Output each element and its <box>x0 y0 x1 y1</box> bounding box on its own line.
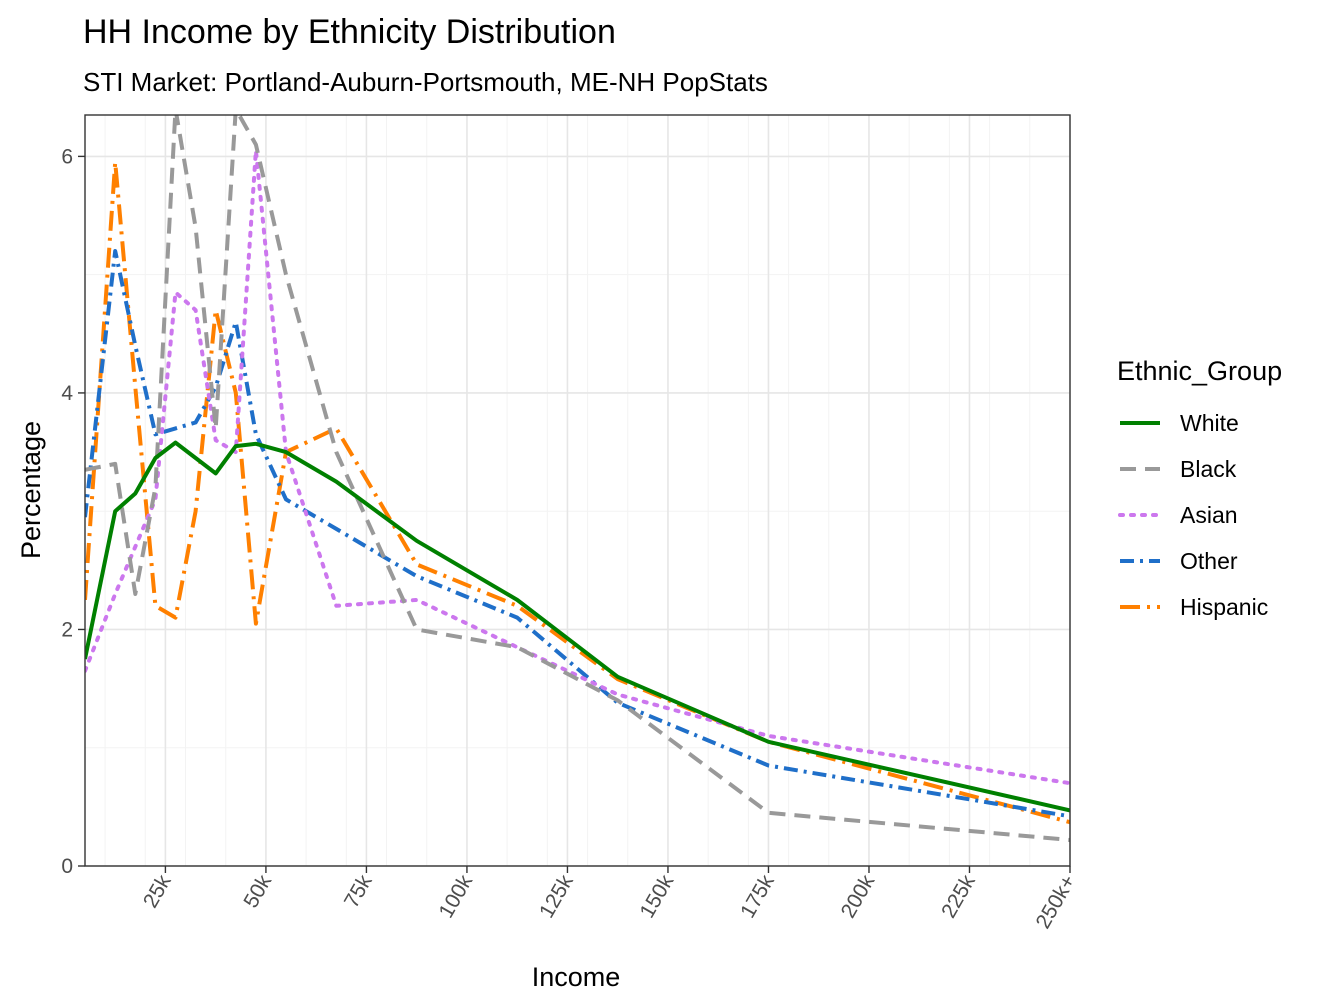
x-tick-label: 150k <box>636 871 679 922</box>
y-tick-label: 2 <box>61 618 73 641</box>
chart-subtitle: STI Market: Portland-Auburn-Portsmouth, … <box>83 67 768 97</box>
x-tick-label: 75k <box>340 871 377 912</box>
series-line-black <box>85 115 1070 842</box>
plot-border <box>84 114 1071 867</box>
series-lines <box>85 115 1070 842</box>
x-tick-label: 200k <box>837 871 880 922</box>
x-axis: 25k 50k 75k 100k 125k 150k 175k 200k 225k 250k+ <box>139 866 1080 933</box>
legend-label-black: Black <box>1180 456 1237 482</box>
x-tick-label: 125k <box>535 871 578 922</box>
y-axis-title: Percentage <box>16 421 46 559</box>
x-tick-label: 100k <box>435 871 478 922</box>
legend-label-asian: Asian <box>1180 502 1238 528</box>
series-line-asian <box>85 148 1070 786</box>
series-line-other <box>85 249 1070 819</box>
x-tick-label: 175k <box>736 871 779 922</box>
series-line-white <box>85 440 1070 813</box>
x-tick-label: 25k <box>139 871 176 912</box>
series-line-hispanic <box>85 160 1070 825</box>
y-tick-label: 4 <box>61 382 73 405</box>
grid <box>85 115 1071 867</box>
x-tick-label: 225k <box>937 871 980 922</box>
plot-background <box>85 115 1070 866</box>
y-axis: 0 2 4 6 <box>61 145 85 878</box>
legend: Ethnic_Group White Black Asian Other Hispani… <box>1117 356 1282 620</box>
y-tick-label: 0 <box>61 855 73 878</box>
legend-label-hispanic: Hispanic <box>1180 594 1268 620</box>
plot-area <box>84 114 1071 867</box>
chart-title: HH Income by Ethnicity Distribution <box>83 13 616 51</box>
legend-label-white: White <box>1180 410 1239 436</box>
legend-title: Ethnic_Group <box>1117 356 1282 386</box>
legend-label-other: Other <box>1180 548 1238 574</box>
x-tick-label: 250k+ <box>1032 871 1081 933</box>
x-axis-title: Income <box>532 962 621 992</box>
y-tick-label: 6 <box>61 145 73 168</box>
x-tick-label: 50k <box>239 871 276 912</box>
